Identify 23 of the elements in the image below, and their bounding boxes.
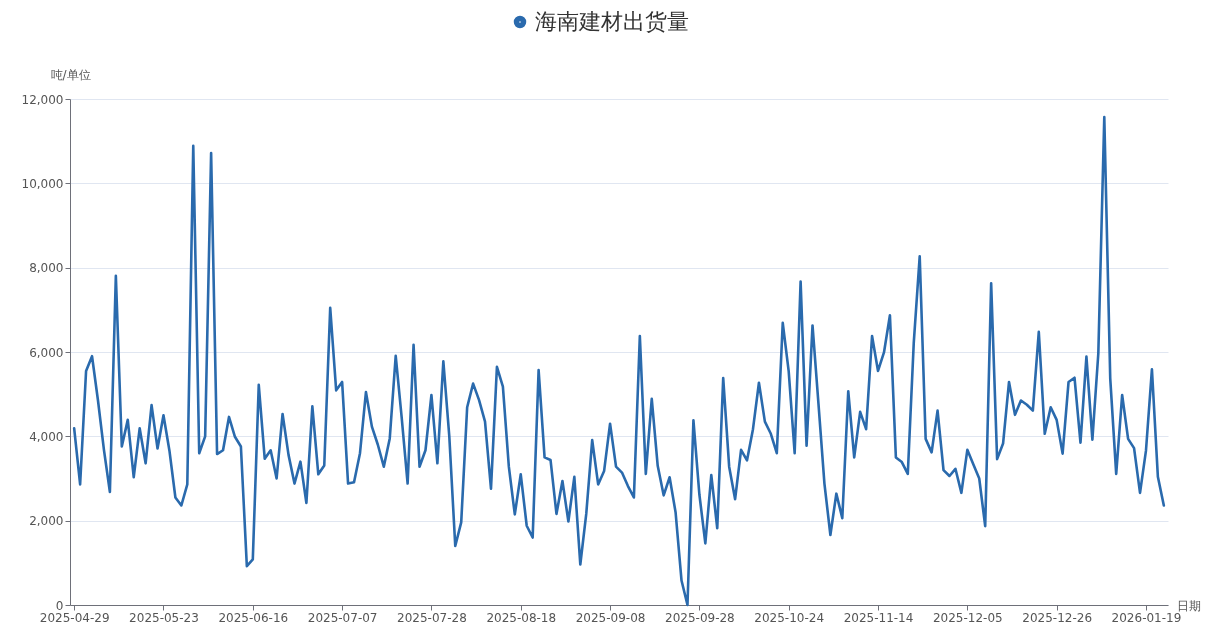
x-tick-label: 2025-10-24	[754, 610, 825, 625]
legend-label: 海南建材出货量	[535, 9, 689, 34]
y-tick-label: 6,000	[29, 345, 64, 360]
x-tick-label: 2026-01-19	[1111, 610, 1182, 625]
x-tick-label: 2025-12-26	[1022, 610, 1093, 625]
x-tick-label: 2025-04-29	[39, 610, 110, 625]
x-tick-label: 2025-11-14	[843, 610, 914, 625]
y-tick-label: 8,000	[29, 261, 64, 276]
x-tick-label: 2025-09-28	[665, 610, 735, 625]
x-tick-label: 2025-07-28	[397, 610, 467, 625]
x-tick-label: 2025-09-08	[575, 610, 646, 625]
y-tick-label: 10,000	[21, 176, 64, 191]
y-tick-label: 12,000	[21, 92, 64, 107]
x-tick-label: 2025-06-16	[218, 610, 289, 625]
x-axis-title: 日期	[1176, 598, 1201, 613]
x-tick-label: 2025-12-05	[932, 610, 1003, 625]
x-tick-label: 2025-08-18	[486, 610, 557, 625]
y-tick-label: 4,000	[29, 429, 64, 444]
x-tick-label: 2025-07-07	[307, 610, 378, 625]
x-tick-label: 2025-05-23	[129, 610, 199, 625]
y-tick-label: 2,000	[29, 514, 64, 529]
y-tick-label: 0	[55, 598, 64, 613]
y-axis-title: 吨/单位	[50, 67, 91, 82]
